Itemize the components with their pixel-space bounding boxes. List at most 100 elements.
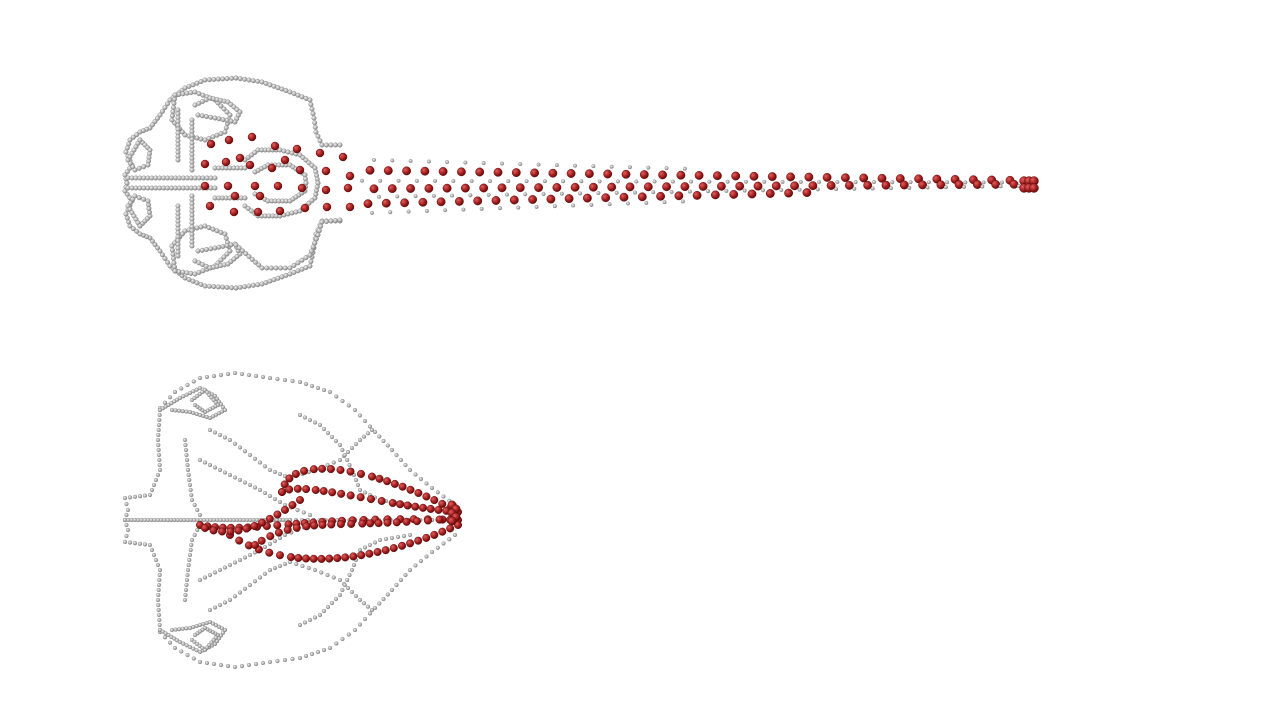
head-highlight-bead <box>280 155 290 165</box>
skeleton-bead <box>267 493 273 499</box>
tail-highlight-bead <box>936 180 946 190</box>
skeleton-bead <box>202 460 208 465</box>
skeleton-bead <box>167 640 173 645</box>
skeleton-bead <box>239 248 245 254</box>
skeleton-bead <box>297 655 303 661</box>
tail-highlight-bead <box>552 183 562 192</box>
tail-highlight-bead <box>991 179 1001 189</box>
skeleton-bead <box>187 477 192 483</box>
skeleton-bead <box>182 437 188 443</box>
skeleton-bead <box>389 587 395 593</box>
skeleton-bead <box>243 251 249 257</box>
skeleton-bead <box>282 657 288 663</box>
skeleton-bead <box>224 76 230 82</box>
skeleton-bead <box>377 601 382 606</box>
skeleton-bead <box>311 115 317 121</box>
skeleton-bead <box>155 472 161 478</box>
skeleton-bead <box>345 449 351 455</box>
skeleton-bead <box>233 242 239 248</box>
tail-skeleton-bead <box>505 192 510 197</box>
skeleton-bead <box>228 242 234 248</box>
skeleton-bead <box>291 262 297 268</box>
tail-skeleton-bead <box>706 189 711 194</box>
top-skull-panel <box>122 75 1039 291</box>
skeleton-bead <box>173 408 178 413</box>
skeleton-bead <box>229 285 235 291</box>
skeleton-bead <box>385 592 390 597</box>
skeleton-bead <box>164 101 170 107</box>
skeleton-bead <box>220 405 226 410</box>
tail-highlight-bead <box>731 171 741 181</box>
head-highlight-bead <box>224 135 234 145</box>
upper-outer-red-chain <box>422 492 431 501</box>
tail-skeleton-bead <box>524 179 529 184</box>
tail-skeleton-bead <box>596 191 601 196</box>
skeleton-bead <box>145 198 151 204</box>
skeleton-bead <box>398 577 404 583</box>
skeleton-bead <box>362 418 368 424</box>
tail-highlight-bead <box>497 183 507 193</box>
tail-skeleton-bead <box>469 178 474 183</box>
skeleton-bead <box>208 114 214 120</box>
skeleton-bead <box>156 582 162 588</box>
skeleton-bead <box>259 265 265 271</box>
tail-highlight-bead <box>826 181 836 190</box>
tail-skeleton-bead <box>689 179 694 184</box>
tail-highlight-bead <box>528 195 537 204</box>
skeleton-bead <box>252 259 258 265</box>
skeleton-bead <box>236 245 242 251</box>
skeleton-bead <box>232 441 238 446</box>
skeleton-bead <box>223 235 229 241</box>
tail-highlight-bead <box>456 167 466 177</box>
skeleton-bead <box>435 490 440 495</box>
tail-skeleton-bead <box>378 178 383 183</box>
skeleton-bead <box>239 371 245 377</box>
skeleton-bead <box>170 109 176 115</box>
skeleton-bead <box>232 560 238 565</box>
head-highlight-bead <box>321 166 331 176</box>
skeleton-bead <box>153 477 159 483</box>
skeleton-bead <box>189 537 195 543</box>
skeleton-bead <box>227 112 233 118</box>
skeleton-bead <box>188 547 193 553</box>
skeleton-bead <box>325 430 331 436</box>
skeleton-bead <box>123 211 129 217</box>
lower-red-chain <box>389 544 398 553</box>
skeleton-bead <box>171 100 177 106</box>
skeleton-bead <box>331 575 336 580</box>
inner-red-chain <box>374 519 383 528</box>
skeleton-bead <box>224 243 230 249</box>
tail-skeleton-bead <box>744 179 749 184</box>
tail-highlight-bead <box>420 166 430 176</box>
skeleton-bead <box>247 552 253 558</box>
skeleton-bead <box>237 284 243 290</box>
skeleton-bead <box>365 604 371 609</box>
head-highlight-bead <box>205 201 215 211</box>
skeleton-bead <box>157 567 163 573</box>
skeleton-bead <box>224 117 230 123</box>
skeleton-bead <box>218 372 224 378</box>
tail-highlight-bead <box>601 193 611 203</box>
skeleton-bead <box>172 645 178 651</box>
skeleton-bead <box>185 652 190 658</box>
skeleton-bead <box>262 571 268 576</box>
skeleton-bead <box>247 452 253 458</box>
skeleton-bead <box>157 112 163 118</box>
skeleton-bead <box>395 534 401 540</box>
skeleton-bead <box>316 228 322 234</box>
inner-red-chain <box>424 516 433 525</box>
tail-highlight-bead <box>546 194 556 204</box>
skeleton-bead <box>216 116 222 122</box>
upper-outer-red-chain <box>280 480 289 489</box>
tail-skeleton-bead <box>680 199 685 204</box>
upper-outer-red-chain <box>336 466 345 475</box>
inner-red-chain <box>257 536 266 545</box>
skeleton-bead <box>418 558 424 564</box>
skeleton-bead <box>362 490 368 495</box>
skeleton-bead <box>297 412 303 418</box>
skeleton-bead <box>189 167 195 173</box>
skeleton-bead <box>137 223 143 229</box>
tail-skeleton-bead <box>779 187 784 192</box>
upper-inner-red-chain <box>377 497 386 506</box>
skeleton-bead <box>337 457 343 463</box>
